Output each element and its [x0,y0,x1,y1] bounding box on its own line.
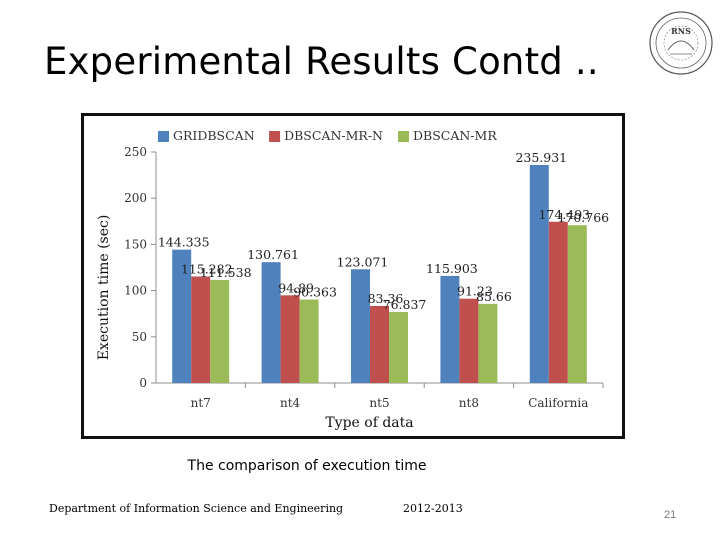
legend-label: GRIDBSCAN [173,128,255,143]
svg-text:RNS: RNS [671,26,691,36]
x-axis-title: Type of data [325,415,413,431]
y-tick-label: 200 [124,191,147,205]
data-label: 91.23 [457,284,493,299]
legend-swatch [398,131,409,142]
data-label: 130.761 [247,247,299,262]
bar [351,269,370,383]
bar [261,262,281,383]
legend-label: DBSCAN-MR-N [284,128,383,143]
y-tick-label: 250 [124,145,147,159]
data-label: 115.282 [181,261,233,276]
bar [191,276,211,383]
bar [172,249,192,383]
bar [529,164,549,383]
legend-swatch [269,131,281,142]
chart-caption: The comparison of execution time [187,458,427,474]
bar [299,299,319,383]
bar [389,312,408,383]
bar [280,295,300,383]
institution-seal-logo: RNS [649,11,713,75]
data-label: 94.89 [278,280,314,295]
data-label: 85.66 [476,289,512,304]
bar [440,275,460,383]
data-label: 115.903 [426,261,478,276]
footer-department: Department of Information Science and En… [49,502,344,515]
y-tick-label: 150 [124,237,147,251]
bar [567,225,587,383]
x-tick-label: nt4 [280,396,301,410]
legend-label: DBSCAN-MR [413,128,497,143]
y-tick-label: 100 [124,284,147,298]
data-label: 123.071 [337,254,389,269]
data-label: 83.36 [368,291,404,306]
x-tick-label: California [528,396,588,410]
bar [478,303,498,383]
legend-swatch [158,131,169,142]
y-axis-title: Execution time (sec) [96,215,112,361]
bar [370,305,389,383]
slide-title: Experimental Results Contd .. [44,40,599,83]
y-tick-label: 50 [132,330,147,344]
data-label: 111.538 [200,265,252,280]
x-tick-label: nt8 [459,396,479,410]
x-tick-label: nt5 [369,396,389,410]
data-label: 76.837 [383,297,427,312]
y-tick-label: 0 [139,376,147,390]
chart-frame: 0 50 100 150 200 250 144.335 115.282 111.538 nt7 1… [81,113,625,439]
data-label: 144.335 [158,235,210,250]
bar [548,221,568,383]
x-tick-label: nt7 [191,396,211,410]
page-number: 21 [664,509,677,521]
bar [459,298,479,383]
footer-year: 2012-2013 [403,502,463,515]
data-label: 174.493 [538,207,590,222]
data-label: 90.363 [293,285,337,300]
data-label: 170.766 [557,210,609,225]
data-label: 235.931 [515,150,567,165]
bar [210,279,230,383]
